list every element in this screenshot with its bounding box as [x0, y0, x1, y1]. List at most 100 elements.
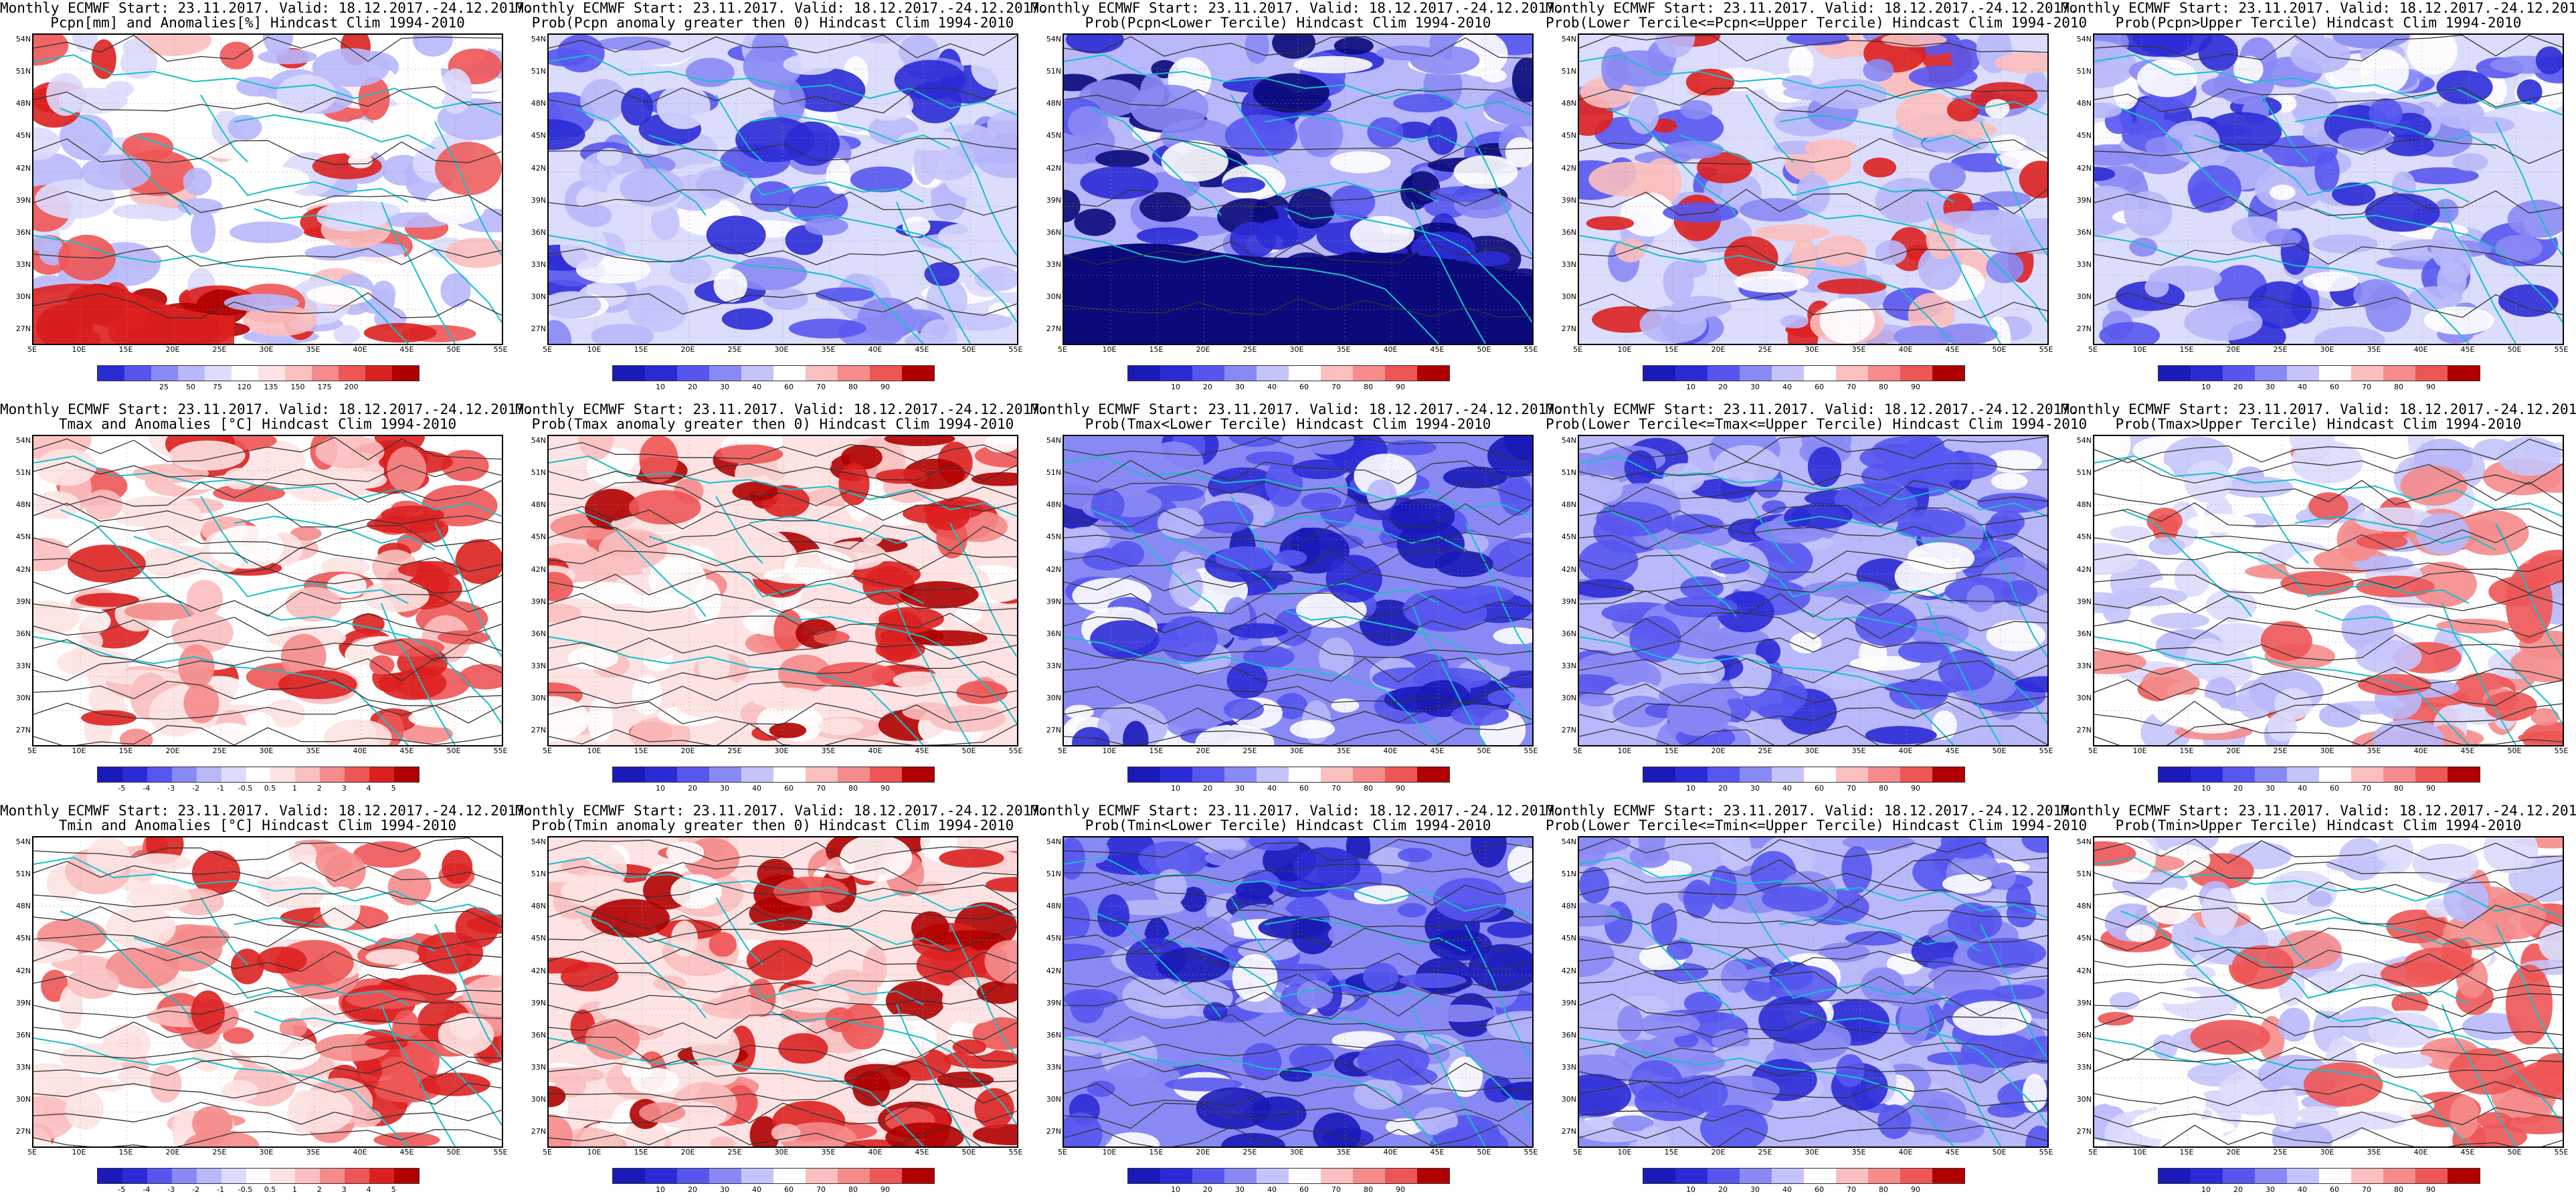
lat-tick-label: 45N — [1046, 532, 1061, 542]
colorbar-swatch — [741, 767, 773, 782]
colorbar-swatch — [870, 366, 902, 381]
lon-tick-label: 35E — [1336, 1148, 1351, 1157]
lon-tick-label: 15E — [2179, 345, 2194, 354]
lat-tick-label: 39N — [1046, 195, 1061, 205]
lon-tick-label: 55E — [493, 345, 508, 354]
colorbar-label: 80 — [1879, 784, 1888, 793]
lat-tick-label: 33N — [2076, 1062, 2092, 1072]
lon-tick-label: 40E — [1383, 746, 1398, 755]
lon-tick-label: 30E — [259, 1148, 274, 1157]
colorbar-swatch — [1772, 366, 1804, 381]
lat-tick-label: 51N — [15, 67, 31, 76]
colorbar-swatch — [2351, 767, 2383, 782]
map-panel: Monthly ECMWF Start: 23.11.2017. Valid: … — [1030, 401, 1564, 803]
colorbar-swatch — [1932, 366, 1964, 381]
colorbar-swatch — [365, 366, 392, 381]
colorbar-swatch — [2158, 767, 2191, 782]
colorbar-swatch — [1385, 767, 1417, 782]
lat-tick-label: 27N — [531, 726, 546, 735]
lat-tick-label: 54N — [15, 35, 31, 43]
panel-title: Tmax and Anomalies [°C] Hindcast Clim 19… — [58, 416, 457, 432]
lat-tick-label: 54N — [1561, 35, 1576, 43]
colorbar-swatch — [345, 1169, 370, 1183]
lon-tick-label: 25E — [2273, 345, 2288, 354]
lat-tick-label: 36N — [15, 1030, 31, 1039]
colorbar-label: 60 — [1299, 383, 1309, 391]
lon-tick-label: 15E — [1149, 345, 1164, 354]
map-panel: Monthly ECMWF Start: 23.11.2017. Valid: … — [1546, 401, 2087, 803]
lat-tick-label: 36N — [1046, 629, 1061, 638]
colorbar-label: -3 — [167, 784, 175, 793]
lon-tick-label: 40E — [1383, 345, 1398, 354]
colorbar-label: 40 — [2298, 784, 2307, 793]
colorbar-label: 70 — [1331, 1185, 1341, 1194]
colorbar-label: 20 — [688, 383, 697, 391]
colorbar-swatch — [2223, 366, 2255, 381]
colorbar — [1127, 767, 1450, 783]
lat-tick-label: 36N — [1561, 227, 1576, 237]
colorbar-swatch — [1740, 366, 1772, 381]
colorbar-swatch — [1708, 1169, 1740, 1183]
lon-tick-label: 30E — [259, 746, 274, 755]
lon-tick-label: 25E — [1243, 345, 1257, 354]
lat-tick-label: 33N — [1046, 1062, 1061, 1072]
lon-tick-label: 35E — [2367, 746, 2381, 755]
lat-tick-label: 48N — [15, 902, 31, 911]
colorbar-swatch — [2158, 1169, 2191, 1183]
panel-title: Prob(Tmin>Upper Tercile) Hindcast Clim 1… — [2115, 817, 2522, 833]
lat-tick-label: 45N — [2076, 131, 2092, 140]
lon-tick-label: 5E — [2088, 345, 2098, 354]
field-svg — [549, 35, 1017, 344]
lon-tick-label: 55E — [493, 746, 508, 755]
colorbar-swatch — [741, 1169, 773, 1183]
lat-tick-label: 51N — [531, 468, 546, 478]
colorbar-swatch — [2415, 1169, 2448, 1183]
map-panel: Monthly ECMWF Start: 23.11.2017. Valid: … — [1546, 803, 2088, 1204]
lon-tick-label: 30E — [259, 345, 274, 354]
lat-tick-label: 27N — [15, 324, 31, 334]
lon-tick-label: 50E — [1992, 1148, 2007, 1157]
colorbar-swatch — [270, 767, 296, 782]
lon-tick-label: 15E — [118, 746, 133, 755]
lat-tick-label: 36N — [2076, 227, 2092, 237]
colorbar-label: -4 — [143, 784, 151, 793]
colorbar-swatch — [232, 366, 258, 381]
lon-tick-label: 40E — [353, 1148, 367, 1157]
colorbar-label: 80 — [848, 383, 858, 391]
panel-title: Prob(Tmax>Upper Tercile) Hindcast Clim 1… — [2115, 416, 2522, 432]
lon-tick-label: 15E — [1149, 746, 1164, 755]
lon-tick-label: 5E — [1058, 345, 1067, 354]
colorbar-swatch — [221, 767, 246, 782]
lon-tick-label: 35E — [1851, 345, 1866, 354]
colorbar-swatch — [345, 767, 370, 782]
panel-title: Prob(Lower Tercile<=Tmin<=Upper Tercile)… — [1546, 817, 2088, 833]
colorbar-swatch — [1257, 767, 1289, 782]
lat-tick-label: 30N — [531, 292, 546, 301]
colorbar-label: 10 — [1171, 1185, 1180, 1194]
colorbar-swatch — [2448, 366, 2480, 381]
lat-tick-label: 36N — [531, 227, 546, 237]
colorbar-label: 80 — [1879, 1185, 1888, 1194]
lon-tick-label: 50E — [2507, 746, 2522, 755]
lat-tick-label: 27N — [2076, 1127, 2092, 1136]
colorbar-label: 60 — [1815, 784, 1824, 793]
colorbar-swatch — [2448, 767, 2480, 782]
lon-tick-label: 10E — [1102, 746, 1117, 755]
colorbar-swatch — [1804, 1169, 1836, 1183]
lon-tick-label: 20E — [1711, 1148, 1726, 1157]
lon-tick-label: 30E — [1805, 746, 1819, 755]
colorbar-label: 75 — [213, 383, 222, 391]
field-svg — [33, 837, 502, 1146]
colorbar-swatch — [2415, 767, 2448, 782]
colorbar-swatch — [902, 366, 934, 381]
lat-tick-label: 54N — [2076, 837, 2092, 846]
colorbar-swatch — [1385, 366, 1417, 381]
colorbar-label: 3 — [341, 1185, 347, 1194]
colorbar-label: 175 — [317, 383, 332, 391]
colorbar-label: 70 — [1331, 383, 1341, 391]
colorbar-swatch — [677, 767, 709, 782]
colorbar-label: 10 — [656, 1185, 665, 1194]
lon-tick-label: 10E — [2132, 746, 2147, 755]
lon-tick-label: 5E — [27, 746, 37, 755]
lat-tick-label: 36N — [1561, 629, 1576, 638]
